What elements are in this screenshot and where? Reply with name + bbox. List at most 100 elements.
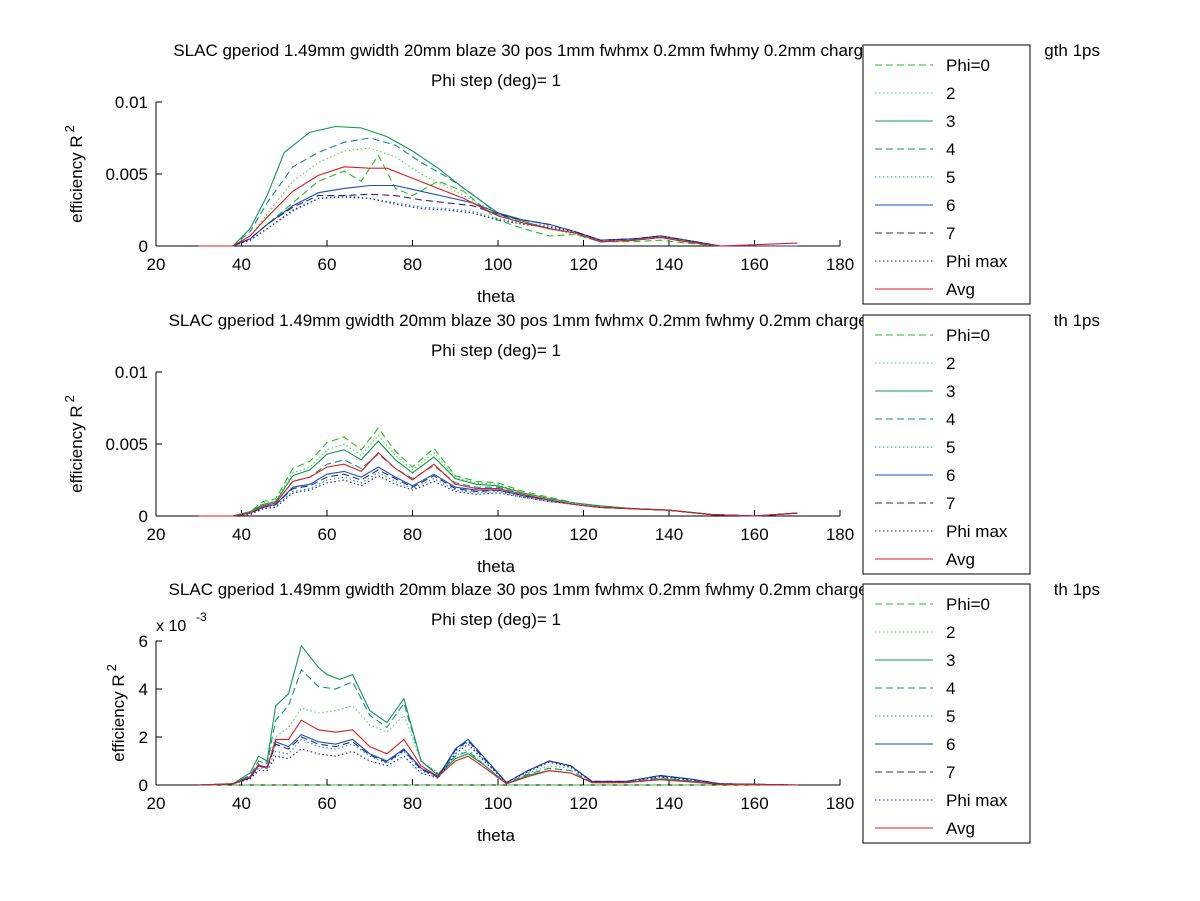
axis-exponent-sup: -3 <box>196 610 207 624</box>
y-tick-label: 0.005 <box>105 435 148 454</box>
x-tick-label: 180 <box>826 794 854 813</box>
chart-panel-3: SLAC gperiod 1.49mm gwidth 20mm blaze 30… <box>104 580 1100 845</box>
legend-label: 5 <box>946 168 955 187</box>
legend-label: Phi=0 <box>946 56 990 75</box>
series-line-3 <box>198 644 798 786</box>
series-line-2 <box>198 434 798 517</box>
series-line-phi-max <box>198 475 798 517</box>
chart-title-tail: th 1ps <box>1054 580 1100 599</box>
x-tick-label: 120 <box>569 255 597 274</box>
chart-title: SLAC gperiod 1.49mm gwidth 20mm blaze 30… <box>169 580 892 599</box>
legend-label: 5 <box>946 438 955 457</box>
legend-label: 4 <box>946 679 955 698</box>
y-axis-label: efficiency R 2 <box>62 395 86 493</box>
legend-label: 3 <box>946 651 955 670</box>
legend-label: Phi max <box>946 522 1008 541</box>
y-tick-label: 0 <box>139 507 148 526</box>
legend-box <box>862 583 1031 844</box>
y-axis-label-text: efficiency R <box>67 135 86 223</box>
series-line-7 <box>198 736 798 786</box>
legend-label: 2 <box>946 84 955 103</box>
series-line-phi-max <box>198 196 798 247</box>
series-line-2 <box>198 147 798 247</box>
x-tick-label: 20 <box>147 255 166 274</box>
x-tick-label: 100 <box>484 525 512 544</box>
series-line-avg <box>198 166 798 247</box>
legend-label: Phi=0 <box>946 326 990 345</box>
chart-title-tail: th 1ps <box>1054 311 1100 330</box>
y-tick-label: 0.01 <box>115 93 148 112</box>
x-tick-label: 60 <box>318 255 337 274</box>
x-tick-label: 160 <box>740 255 768 274</box>
legend: Phi=0 2 3 4 5 6 7 Phi max Avg <box>862 583 1031 844</box>
x-tick-label: 80 <box>403 794 422 813</box>
series-line-4 <box>198 453 798 517</box>
series-line-5 <box>198 738 798 786</box>
y-axis-label-text: efficiency R <box>67 405 86 493</box>
y-axis-label-sup: 2 <box>62 125 77 132</box>
series-line-avg <box>198 451 798 517</box>
x-tick-label: 40 <box>232 255 251 274</box>
chart-title-tail: gth 1ps <box>1044 41 1100 60</box>
y-axis-label: efficiency R 2 <box>104 664 128 762</box>
chart-panel-2: SLAC gperiod 1.49mm gwidth 20mm blaze 30… <box>62 311 1100 576</box>
chart-panel-1: SLAC gperiod 1.49mm gwidth 20mm blaze 30… <box>62 41 1100 306</box>
series-line-phi-0 <box>198 427 798 517</box>
y-axis-label: efficiency R 2 <box>62 125 86 223</box>
chart-title: SLAC gperiod 1.49mm gwidth 20mm blaze 30… <box>173 41 886 60</box>
x-tick-label: 20 <box>147 525 166 544</box>
legend-label: 3 <box>946 382 955 401</box>
legend-label: 6 <box>946 735 955 754</box>
series-line-4 <box>198 668 798 786</box>
legend-box <box>862 314 1031 575</box>
x-tick-label: 40 <box>232 525 251 544</box>
series-line-avg <box>198 719 798 786</box>
legend-label: Avg <box>946 819 975 838</box>
y-tick-label: 6 <box>139 632 148 651</box>
series-line-7 <box>198 193 798 247</box>
y-axis-label-sup: 2 <box>104 664 119 671</box>
x-tick-label: 180 <box>826 255 854 274</box>
legend-label: 3 <box>946 112 955 131</box>
legend-label: 4 <box>946 410 955 429</box>
chart-subtitle: Phi step (deg)= 1 <box>431 71 561 90</box>
x-tick-label: 20 <box>147 794 166 813</box>
series-line-phi-0 <box>198 154 798 247</box>
y-axis-label-sup: 2 <box>62 395 77 402</box>
x-axis-label: theta <box>477 557 515 576</box>
legend-label: Phi max <box>946 791 1008 810</box>
legend-label: 4 <box>946 140 955 159</box>
legend-label: Phi=0 <box>946 595 990 614</box>
x-tick-label: 40 <box>232 794 251 813</box>
legend-label: 2 <box>946 623 955 642</box>
x-tick-label: 120 <box>569 794 597 813</box>
legend-label: Avg <box>946 550 975 569</box>
series-line-5 <box>198 195 798 247</box>
y-tick-label: 0 <box>139 776 148 795</box>
legend-label: 7 <box>946 224 955 243</box>
series-line-7 <box>198 469 798 517</box>
series-line-phi-max <box>198 743 798 786</box>
x-tick-label: 80 <box>403 525 422 544</box>
legend-label: 7 <box>946 763 955 782</box>
chart-subtitle: Phi step (deg)= 1 <box>431 610 561 629</box>
axis-exponent: x 10 <box>156 618 186 635</box>
series-line-3 <box>198 440 798 517</box>
x-tick-label: 100 <box>484 255 512 274</box>
legend-label: Phi max <box>946 252 1008 271</box>
y-tick-label: 0 <box>139 237 148 256</box>
y-tick-label: 0.005 <box>105 165 148 184</box>
y-tick-label: 4 <box>139 680 148 699</box>
chart-subtitle: Phi step (deg)= 1 <box>431 341 561 360</box>
x-tick-label: 60 <box>318 525 337 544</box>
legend-label: Avg <box>946 280 975 299</box>
x-tick-label: 100 <box>484 794 512 813</box>
x-tick-label: 80 <box>403 255 422 274</box>
x-axis-label: theta <box>477 826 515 845</box>
x-tick-label: 60 <box>318 794 337 813</box>
legend-label: 7 <box>946 494 955 513</box>
x-tick-label: 180 <box>826 525 854 544</box>
chart-title: SLAC gperiod 1.49mm gwidth 20mm blaze 30… <box>169 311 892 330</box>
legend-label: 6 <box>946 466 955 485</box>
